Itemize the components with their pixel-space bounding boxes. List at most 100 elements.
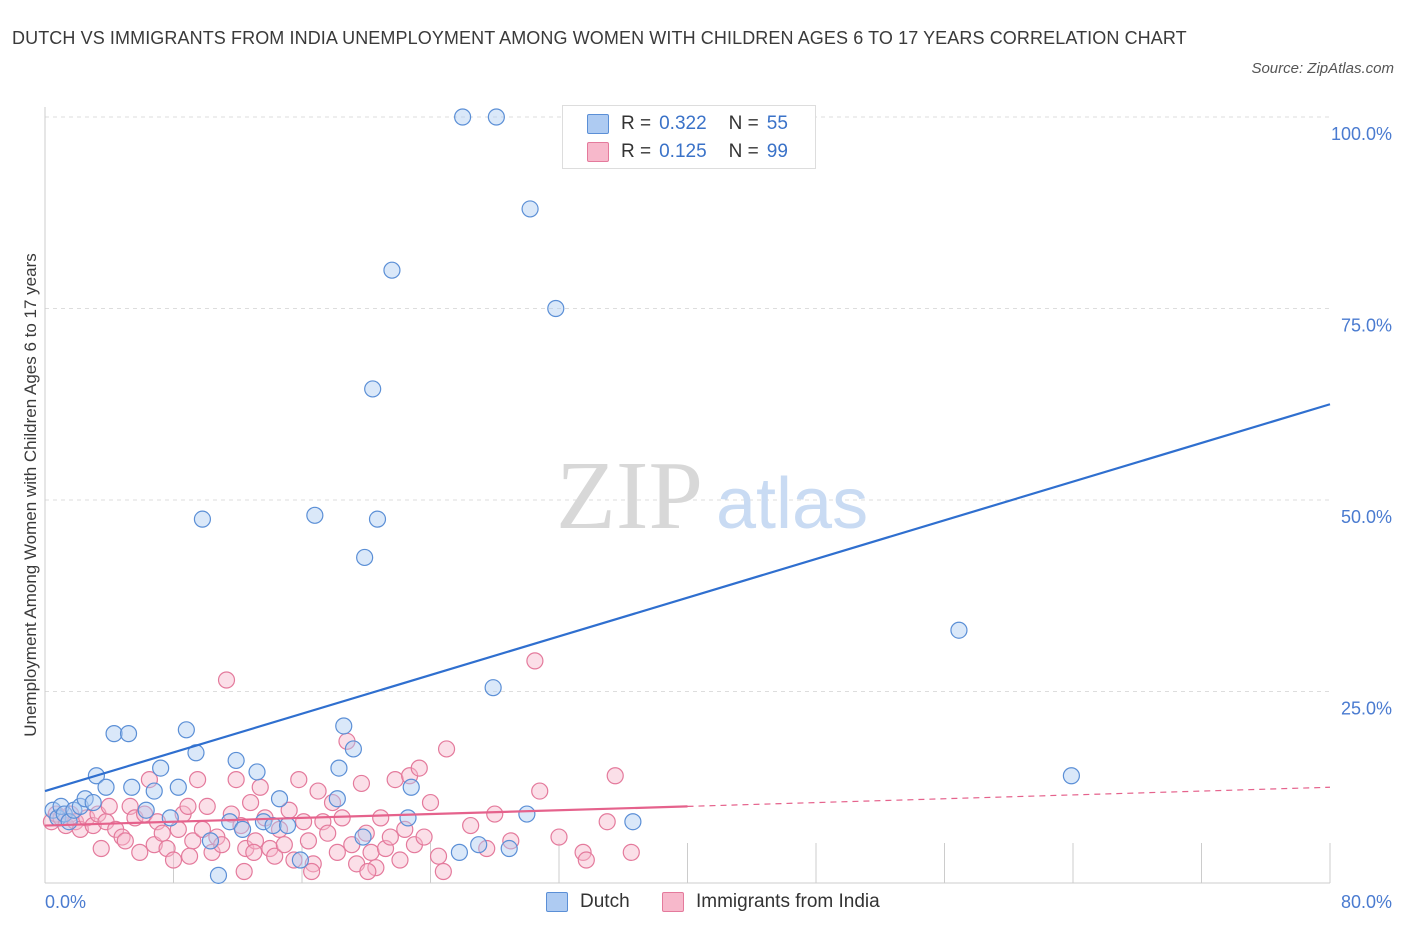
india-point [328, 843, 346, 861]
dutch-point [330, 759, 348, 777]
legend-box: R = 0.322 N = 55 R = 0.125 N = 99 [562, 105, 816, 169]
india-point [367, 859, 385, 877]
india-point [251, 778, 269, 796]
india-point [235, 862, 253, 881]
dutch-point [344, 740, 362, 758]
india-trend-line-dashed [687, 786, 1331, 807]
legend-swatch-dutch [587, 114, 609, 134]
dutch-point [137, 801, 155, 819]
india-point [598, 813, 616, 831]
dutch-point [227, 751, 245, 770]
bottom-legend-dutch: Dutch [546, 888, 630, 916]
dutch-point [123, 778, 141, 796]
india-point [295, 813, 313, 831]
axes [44, 107, 1331, 884]
y-tick-label: 50.0% [1341, 507, 1392, 527]
dutch-trend-line [44, 403, 1331, 793]
dutch-point [399, 809, 417, 827]
dutch-point [84, 793, 102, 812]
dutch-point [328, 790, 346, 808]
india-point [486, 805, 504, 823]
x-tick-label: 0.0% [45, 892, 86, 912]
india-point [550, 828, 568, 846]
india-point [391, 851, 409, 869]
india-point [180, 847, 199, 865]
india-point [245, 843, 263, 861]
india-point [622, 843, 640, 861]
y-tick-label: 25.0% [1341, 699, 1392, 719]
dutch-point [402, 778, 420, 796]
watermark-zip: ZIP [556, 442, 703, 550]
india-point [188, 770, 207, 789]
india-point [606, 767, 624, 785]
dutch-point [368, 510, 387, 528]
india-point [319, 824, 337, 842]
bottom-legend-swatch-dutch [546, 892, 568, 912]
legend-r-value-dutch: 0.322 [659, 113, 707, 134]
dutch-point [470, 836, 488, 854]
dutch-point [356, 548, 374, 567]
dutch-point [264, 816, 282, 835]
dutch-point [306, 506, 324, 524]
legend-swatch-india [587, 142, 609, 162]
india-point [116, 832, 134, 850]
dutch-point [624, 813, 642, 831]
bottom-legend-label-dutch: Dutch [580, 891, 630, 912]
legend-row-dutch: R = 0.322 N = 55 [587, 112, 788, 136]
dutch-point [221, 813, 239, 831]
dutch-point [518, 805, 536, 823]
dutch-point [335, 717, 353, 735]
india-point [309, 782, 327, 800]
india-point [299, 832, 318, 850]
legend-n-value-dutch: 55 [766, 113, 788, 134]
india-point [577, 851, 595, 869]
bottom-legend-swatch-india [662, 892, 684, 912]
legend-row-india: R = 0.125 N = 99 [587, 140, 788, 164]
india-point [266, 847, 284, 865]
dutch-point [454, 108, 472, 126]
dutch-point [291, 851, 309, 869]
dutch-point [278, 816, 297, 835]
y-tick-label: 75.0% [1341, 316, 1392, 336]
india-point [290, 770, 308, 789]
india-point [531, 782, 549, 800]
legend-r-value-india: 0.125 [659, 141, 707, 162]
legend-n-label-india: N = [728, 141, 759, 162]
legend-n-value-india: 99 [766, 141, 788, 162]
india-point [285, 851, 303, 869]
source-label: Source: ZipAtlas.com [1251, 60, 1394, 77]
watermark-atlas: atlas [716, 464, 868, 544]
bottom-legend-label-india: Immigrants from India [696, 891, 880, 912]
dutch-point [201, 832, 220, 850]
india-point [359, 862, 377, 881]
dutch-point [248, 763, 266, 781]
dutch-point [364, 380, 382, 398]
legend-n-label-dutch: N = [728, 113, 759, 134]
india-point [429, 847, 448, 865]
dutch-point [97, 778, 115, 796]
india-point [437, 740, 456, 758]
india-point [92, 839, 110, 858]
india-point [100, 797, 118, 816]
india-point [415, 828, 433, 846]
dutch-point [547, 299, 565, 318]
dutch-point [354, 828, 372, 846]
india-point [462, 816, 480, 835]
india-point [227, 770, 245, 789]
dutch-points [44, 108, 1080, 884]
dutch-point [233, 820, 252, 838]
dutch-point [177, 721, 195, 739]
dutch-point [1062, 767, 1080, 785]
x-tick-label: 80.0% [1341, 892, 1392, 912]
india-point [434, 862, 452, 881]
y-axis-label: Unemployment Among Women with Children A… [21, 253, 40, 737]
chart-title: DUTCH VS IMMIGRANTS FROM INDIA UNEMPLOYM… [12, 28, 1187, 48]
dutch-point [484, 679, 502, 697]
legend-r-label-india: R = [621, 141, 652, 162]
dutch-point [119, 725, 138, 743]
dutch-point [76, 790, 94, 808]
india-point [362, 843, 380, 861]
india-point [213, 836, 231, 854]
india-point [164, 851, 183, 869]
